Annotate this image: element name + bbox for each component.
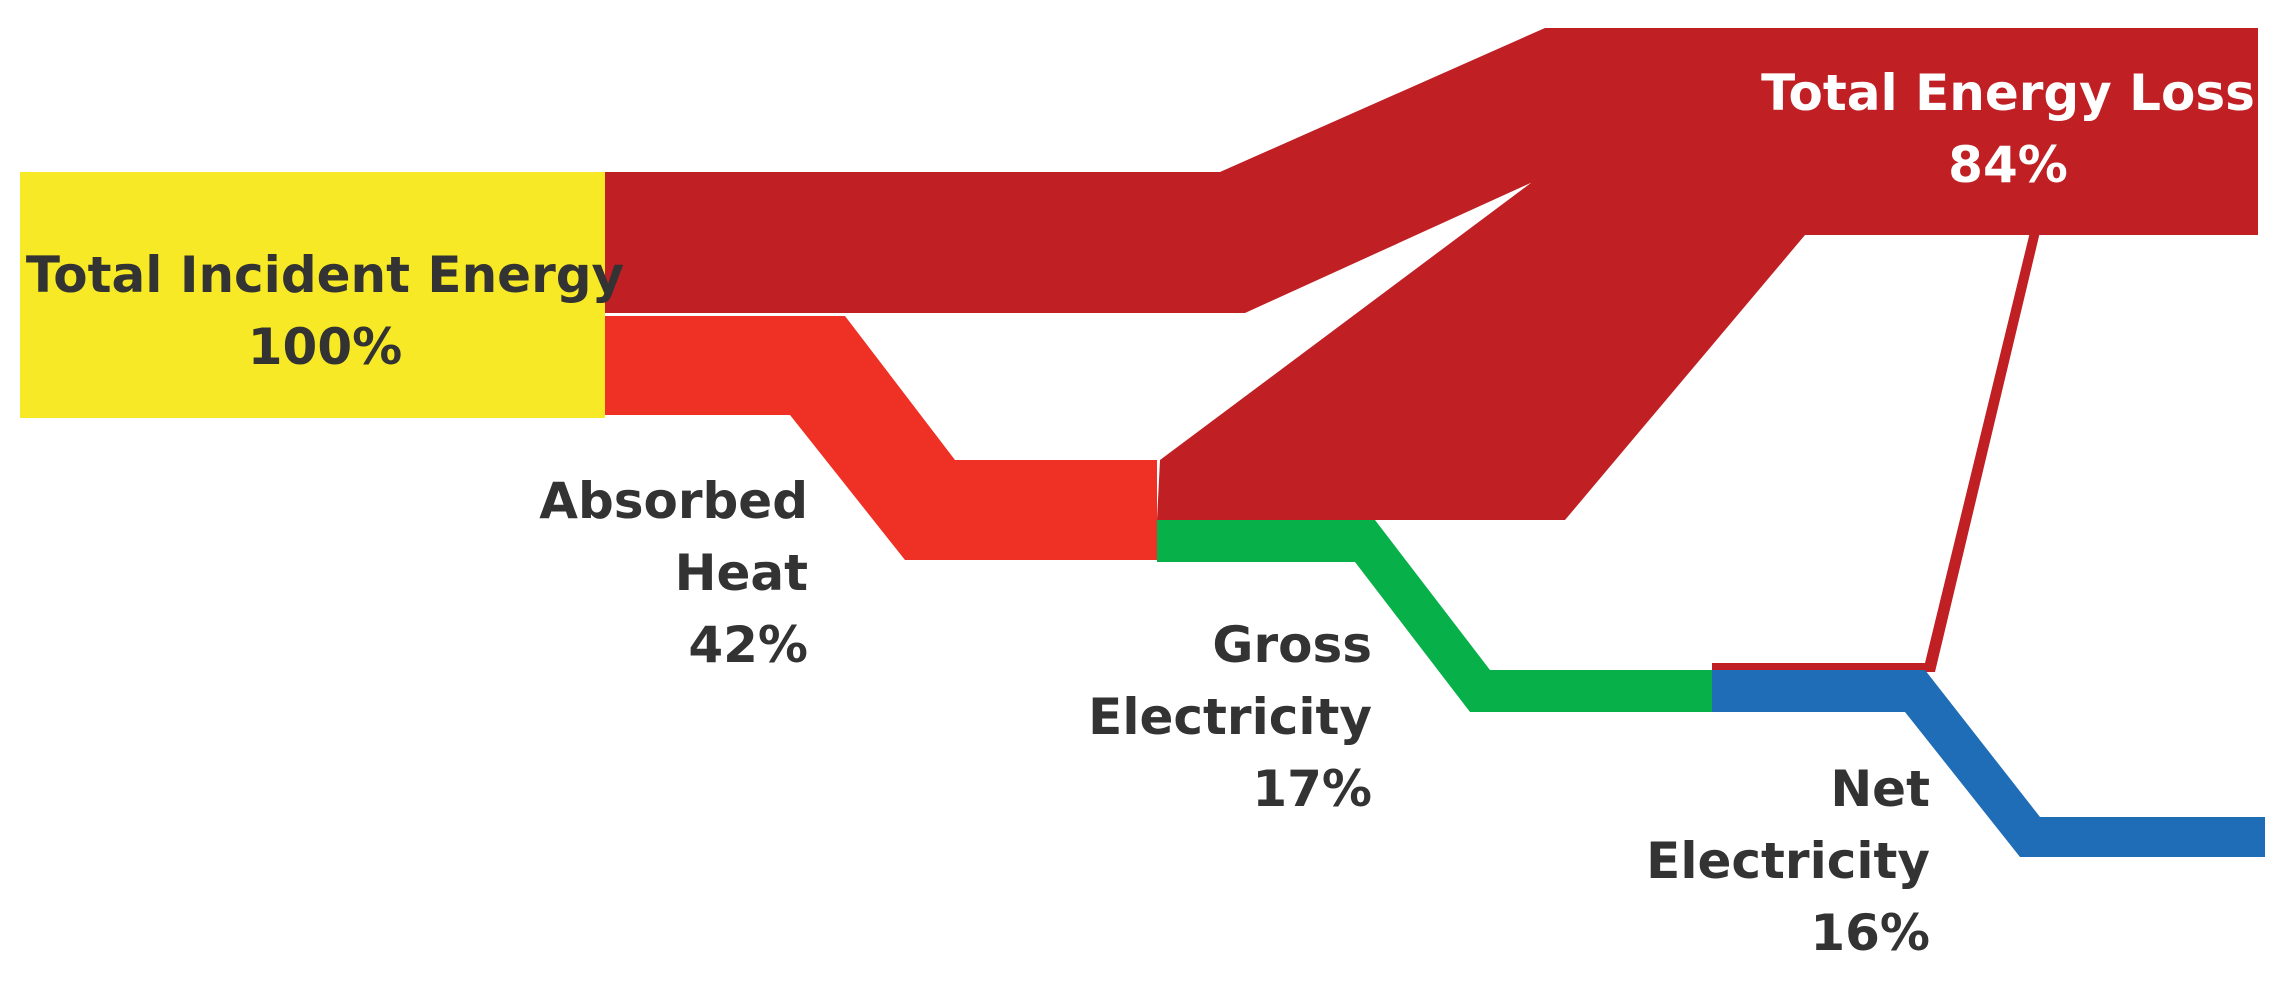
incident-energy-value: 100%: [248, 318, 402, 376]
net-loss-branch: [1712, 232, 2040, 672]
energy-loss-band: [605, 28, 2258, 520]
net-electricity-name-line2: Electricity: [1646, 832, 1930, 890]
gross-electricity-name-line2: Electricity: [1088, 688, 1372, 746]
energy-loss-value: 84%: [1948, 136, 2068, 194]
net-electricity-value: 16%: [1810, 904, 1930, 962]
absorbed-heat-band: [605, 316, 1157, 560]
incident-energy-name: Total Incident Energy: [26, 246, 624, 304]
gross-electricity-band: [1157, 520, 1712, 712]
energy-loss-name: Total Energy Loss: [1761, 64, 2255, 122]
gross-electricity-name-line1: Gross: [1212, 616, 1372, 674]
net-electricity-band: [1712, 670, 2265, 857]
absorbed-heat-name-line1: Absorbed: [539, 472, 808, 530]
incident-energy-box: [20, 172, 605, 418]
net-electricity-name-line1: Net: [1830, 760, 1930, 818]
absorbed-heat-value: 42%: [688, 616, 808, 674]
gross-electricity-value: 17%: [1252, 760, 1372, 818]
absorbed-heat-name-line2: Heat: [675, 544, 808, 602]
